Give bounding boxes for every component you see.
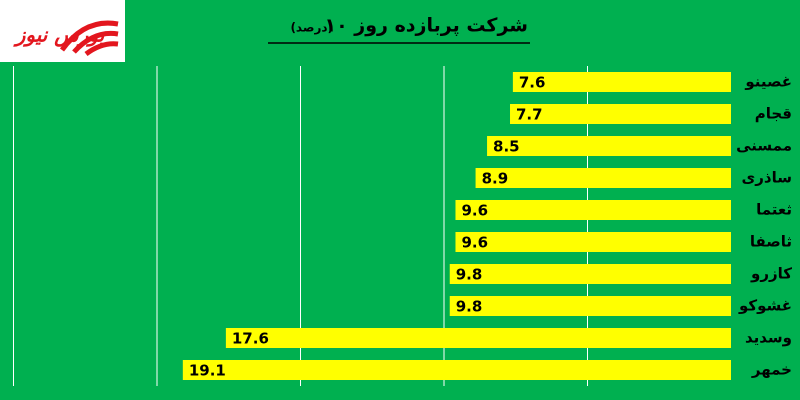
data-label: 7.7: [516, 106, 543, 124]
logo-text: بورس نیوز: [13, 23, 105, 48]
y-tick-label: قجام: [755, 105, 792, 123]
data-label: 17.6: [232, 330, 269, 348]
y-tick-label: ثعتما: [756, 201, 792, 219]
data-label: 19.1: [189, 362, 226, 380]
bar: [455, 232, 731, 252]
bar: [475, 168, 731, 188]
y-tick-label: ساذری: [742, 169, 792, 187]
data-label: 9.6: [461, 202, 488, 220]
bar: [512, 72, 731, 92]
data-label: 7.6: [519, 74, 546, 92]
bar: [449, 296, 731, 316]
bar: [455, 200, 731, 220]
data-label: 9.6: [461, 234, 488, 252]
y-tick-label: ثاصفا: [750, 233, 792, 251]
chart-subtitle: (درصد): [290, 21, 333, 35]
data-label: 8.9: [482, 170, 509, 188]
y-tick-label: وسدید: [745, 329, 792, 347]
y-tick-label: ممسنی: [736, 137, 792, 155]
y-tick-label: خمهر: [751, 361, 792, 379]
data-label: 9.8: [456, 266, 483, 284]
bar: [510, 104, 731, 124]
logo-mark: [59, 20, 119, 57]
y-tick-label: کازرو: [750, 265, 792, 283]
logo-box: [0, 0, 125, 62]
y-tick-label: غصینو: [744, 73, 792, 91]
bar: [449, 264, 731, 284]
bar: [182, 360, 731, 380]
data-label: 9.8: [456, 298, 483, 316]
y-tick-label: غشوکو: [738, 297, 792, 315]
bar: [225, 328, 731, 348]
data-label: 8.5: [493, 138, 520, 156]
chart-title: ۱۰ شرکت پربازده روز: [324, 15, 528, 37]
bar: [487, 136, 731, 156]
